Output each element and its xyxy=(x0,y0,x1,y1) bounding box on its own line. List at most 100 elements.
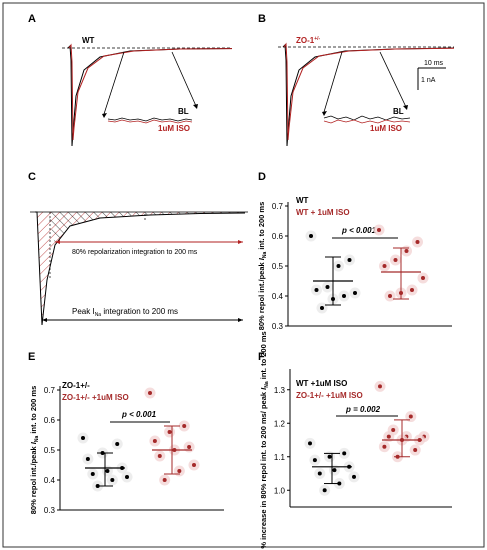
panel-d-data-point xyxy=(314,288,319,292)
panel-b-letter: B xyxy=(258,13,266,25)
panel-d-data-point xyxy=(347,258,352,262)
panel-e-data-point xyxy=(162,478,167,482)
panel-e-data-point xyxy=(90,472,95,476)
panel-c-trace xyxy=(35,211,246,326)
panel-b: B ZO-1+/- BL 1uM ISO 10 ms 1 nA xyxy=(258,13,455,147)
panel-e-data-point xyxy=(115,442,120,446)
panel-d-data-point xyxy=(320,306,324,310)
panel-d-data-point xyxy=(421,276,425,280)
panel-d-y-label: 80% repol int./peak INa int. to 200 ms xyxy=(257,202,268,331)
panel-f-data-point xyxy=(322,488,327,493)
panel-d-plot: 0.3 0.4 0.5 0.6 0.7 80% repol int./peak INa i… xyxy=(257,196,452,331)
panel-f-legend-entry: ZO-1+/- +1uM ISO xyxy=(296,391,363,400)
panel-e-data-point xyxy=(152,439,157,443)
panel-d-data-point xyxy=(342,294,346,298)
panel-b-zo-text: ZO-1 xyxy=(296,36,315,45)
panel-e-data-point xyxy=(192,463,196,467)
panel-b-arrow-left xyxy=(323,51,343,113)
panel-c-letter: C xyxy=(28,171,36,183)
panel-f-data-point xyxy=(308,441,312,446)
panel-d-data-point xyxy=(336,264,341,268)
panel-d-pvalue: p < 0.001 xyxy=(341,226,377,235)
panel-e-y-label-sub: Na xyxy=(34,436,40,443)
panel-f-y-label-sub: Na xyxy=(264,381,270,388)
panel-b-time-scale-label: 10 ms xyxy=(424,60,444,67)
panel-e-y-label-i: I xyxy=(29,441,38,444)
panel-f-y-label-rest: int. to 200 ms xyxy=(259,331,268,381)
panel-e-data-point xyxy=(125,475,129,479)
panel-f-data-point xyxy=(382,444,387,449)
panel-d-legend-entry: WT xyxy=(296,196,309,205)
panel-f-y-label: % increase in 80% repol int. to 200 ms/ … xyxy=(259,331,270,548)
panel-e-data-point xyxy=(148,391,152,395)
panel-e-data-point xyxy=(157,454,162,458)
panel-a-zoom-iso xyxy=(107,119,193,124)
panel-f-plot: 1.0 1.1 1.2 1.3 % increase in 80% repol int.… xyxy=(259,331,452,549)
panel-c-peak-label: Peak INa integration to 200 ms xyxy=(72,307,178,318)
panel-c: C 80% repolarization integration to 200 … xyxy=(28,171,248,326)
panel-d-y-label-rest: int. to 200 ms xyxy=(257,202,266,252)
panel-d-data-point xyxy=(404,249,409,253)
panel-d-y-tick-label: 0.5 xyxy=(272,262,284,271)
panel-f-y-tick-label: 1.3 xyxy=(274,386,286,395)
panel-e-y-tick-label: 0.6 xyxy=(44,416,56,425)
panel-d-y-label-sub: Na xyxy=(262,252,268,259)
panel-a-trace-iso xyxy=(68,43,233,141)
panel-b-zoom-bl xyxy=(323,115,411,121)
panel-b-arrowhead-left xyxy=(322,111,327,116)
panel-a-arrowhead-right xyxy=(193,104,198,109)
panel-c-peak-arrowhead-right xyxy=(238,318,243,322)
panel-b-arrow-right xyxy=(379,51,407,108)
panel-a-arrow-left xyxy=(103,51,125,115)
panel-f-data-point xyxy=(408,414,413,419)
panel-c-peak-pre: Peak I xyxy=(72,307,95,316)
panel-d-letter: D xyxy=(258,171,266,183)
panel-f-data-point xyxy=(413,448,418,453)
panel-f-data-point xyxy=(342,451,347,456)
panel-d-data-point xyxy=(415,240,420,244)
panel-b-bl-label: BL xyxy=(393,107,404,116)
panel-e-y-tick-label: 0.5 xyxy=(44,446,56,455)
panel-d-y-tick-label: 0.3 xyxy=(272,322,284,331)
panel-a-wt-label: WT xyxy=(82,36,95,45)
panel-d-data-point xyxy=(309,234,313,238)
panel-c-repol-area xyxy=(48,212,245,245)
panel-c-80pct-arrowhead-left xyxy=(55,240,60,244)
panel-e-legend-entry: ZO-1+/- +1uM ISO xyxy=(62,393,129,402)
panel-e-y-tick-label: 0.3 xyxy=(44,506,56,515)
panel-e-y-tick-label: 0.4 xyxy=(44,476,56,485)
panel-b-zo-label: ZO-1+/- xyxy=(296,36,321,45)
panel-e-data-point xyxy=(177,469,182,473)
panel-b-trace-iso xyxy=(283,42,455,141)
panel-e-y-label-part: 80% repol int./peak xyxy=(29,444,38,514)
panel-f-y-label-part: % increase in 80% repol int. to 200 ms/ … xyxy=(259,390,268,549)
panel-d-data-point xyxy=(377,228,381,232)
panel-b-arrowhead-right xyxy=(403,105,408,110)
panel-f-data-point xyxy=(386,434,391,439)
panel-e-y-label: 80% repol int./peak INa int. to 200 ms xyxy=(29,386,40,515)
panel-f-data-point xyxy=(317,471,322,476)
panel-f-data-point xyxy=(312,458,317,463)
panel-d-legend-entry: WT + 1uM ISO xyxy=(296,208,350,217)
panel-c-80pct-arrowhead-right xyxy=(238,240,243,244)
panel-d-data-point xyxy=(382,264,387,268)
panel-c-peak-arrowhead-left xyxy=(42,318,47,322)
panel-f-y-tick-label: 1.2 xyxy=(274,419,286,428)
panel-e-data-point xyxy=(105,469,110,473)
panel-e-letter: E xyxy=(28,351,35,363)
panel-d-y-tick-label: 0.7 xyxy=(272,202,284,211)
panel-d-data-point xyxy=(393,258,398,262)
panel-a-iso-label: 1uM ISO xyxy=(158,124,190,133)
panel-f-y-tick-label: 1.0 xyxy=(274,486,286,495)
panel-d-data-point xyxy=(325,285,330,289)
panel-e-legend-entry: ZO-1+/- xyxy=(62,381,90,390)
panel-e-plot: 0.3 0.4 0.5 0.6 0.7 80% repol int./peak INa i… xyxy=(29,381,224,515)
panel-f-data-point xyxy=(327,454,332,459)
panel-f-data-point xyxy=(352,474,356,479)
panel-d-data-point xyxy=(388,294,392,298)
panel-e-y-tick-label: 0.7 xyxy=(44,386,56,395)
panel-b-zo-sup: +/- xyxy=(314,36,320,42)
panel-a-letter: A xyxy=(28,13,36,25)
